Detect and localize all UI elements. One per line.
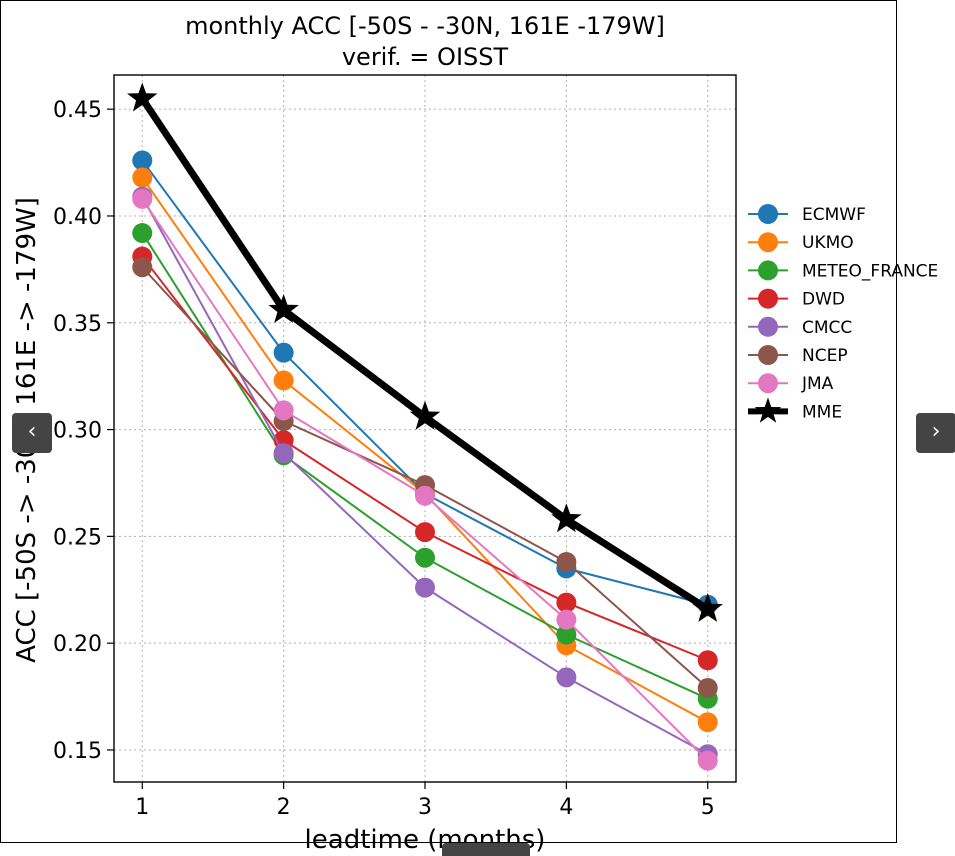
legend-label: UKMO [802,233,854,253]
data-point [697,712,718,733]
legend-marker [758,232,778,253]
legend-label: METEO_FRANCE [802,261,938,281]
x-tick-label: 3 [418,795,432,820]
legend-label: JMA [801,374,834,394]
series-jma [132,188,718,771]
y-tick-label: 0.35 [53,312,102,337]
legend-marker [758,260,778,281]
figure-frame [0,0,897,843]
bottom-toolbar-tab[interactable] [442,843,530,856]
data-point-star [409,400,441,430]
legend-marker [758,316,778,337]
legend-entry-ncep: NCEP [748,345,848,366]
data-point-star [268,293,299,323]
data-point-star [551,503,582,533]
data-point [697,678,718,699]
legend: ECMWF UKMO METEO_FRANCE DWD CMCC NCEP JMA MME [748,204,938,423]
data-point [132,257,153,278]
axes-layer: 1 2 3 4 5 0.15 0.20 0.25 0.30 0.35 0.40 0.45 [53,74,737,820]
data-point [556,624,577,645]
legend-marker [758,373,778,394]
series-ukmo [132,167,718,733]
chart-title: monthly ACC [-50S - -30N, 161E -179W] [185,12,665,40]
data-point [697,750,718,771]
y-tick-label: 0.45 [53,98,102,123]
y-tick-label: 0.20 [53,632,102,657]
legend-entry-ecmwf: ECMWF [748,204,866,225]
prev-slide-button[interactable]: ‹ [12,413,52,453]
y-tick-label: 0.15 [53,739,102,764]
y-tick-label: 0.30 [53,419,102,444]
legend-entry-mme: MME [748,397,842,423]
chart-subtitle: verif. = OISST [342,43,509,71]
legend-marker [758,345,778,365]
x-tick-label: 4 [559,795,573,820]
legend-label: ECMWF [802,205,866,225]
x-tick-label: 1 [135,795,149,820]
series-ncep [132,257,718,699]
data-point [132,167,153,188]
data-point [273,443,294,464]
data-point [415,547,435,568]
y-tick-label: 0.40 [53,205,102,230]
data-point [415,522,435,543]
series-layer [127,82,723,771]
legend-entry-cmcc: CMCC [748,316,852,338]
legend-entry-meteo_france: METEO_FRANCE [748,260,938,281]
legend-label: DWD [802,290,845,310]
x-tick-label: 5 [701,795,715,820]
legend-entry-dwd: DWD [748,288,845,310]
data-point [415,577,435,598]
data-point [273,400,294,421]
data-point [132,150,153,171]
y-tick-label: 0.25 [53,525,102,550]
plot-area-border [113,74,737,783]
next-slide-button[interactable]: › [916,413,955,453]
legend-entry-jma: JMA [748,373,834,394]
legend-marker [758,288,778,309]
data-point [415,485,435,506]
data-point [273,370,294,391]
legend-label: MME [802,402,842,422]
data-point [132,188,153,209]
legend-label: CMCC [802,318,852,338]
legend-marker [758,204,778,224]
legend-marker-star [754,397,782,423]
legend-label: NCEP [802,346,848,366]
series-mme [127,82,723,622]
legend-entry-ukmo: UKMO [748,232,854,253]
grid-layer [114,75,736,782]
data-point [556,551,577,572]
data-point [556,667,577,688]
data-point [556,592,577,613]
data-point [132,223,153,244]
data-point-star [692,592,723,622]
data-point [273,342,294,363]
series-line [141,255,709,662]
data-point [697,650,718,671]
data-point [556,609,577,630]
data-point-star [127,82,158,112]
x-tick-label: 2 [277,795,291,820]
